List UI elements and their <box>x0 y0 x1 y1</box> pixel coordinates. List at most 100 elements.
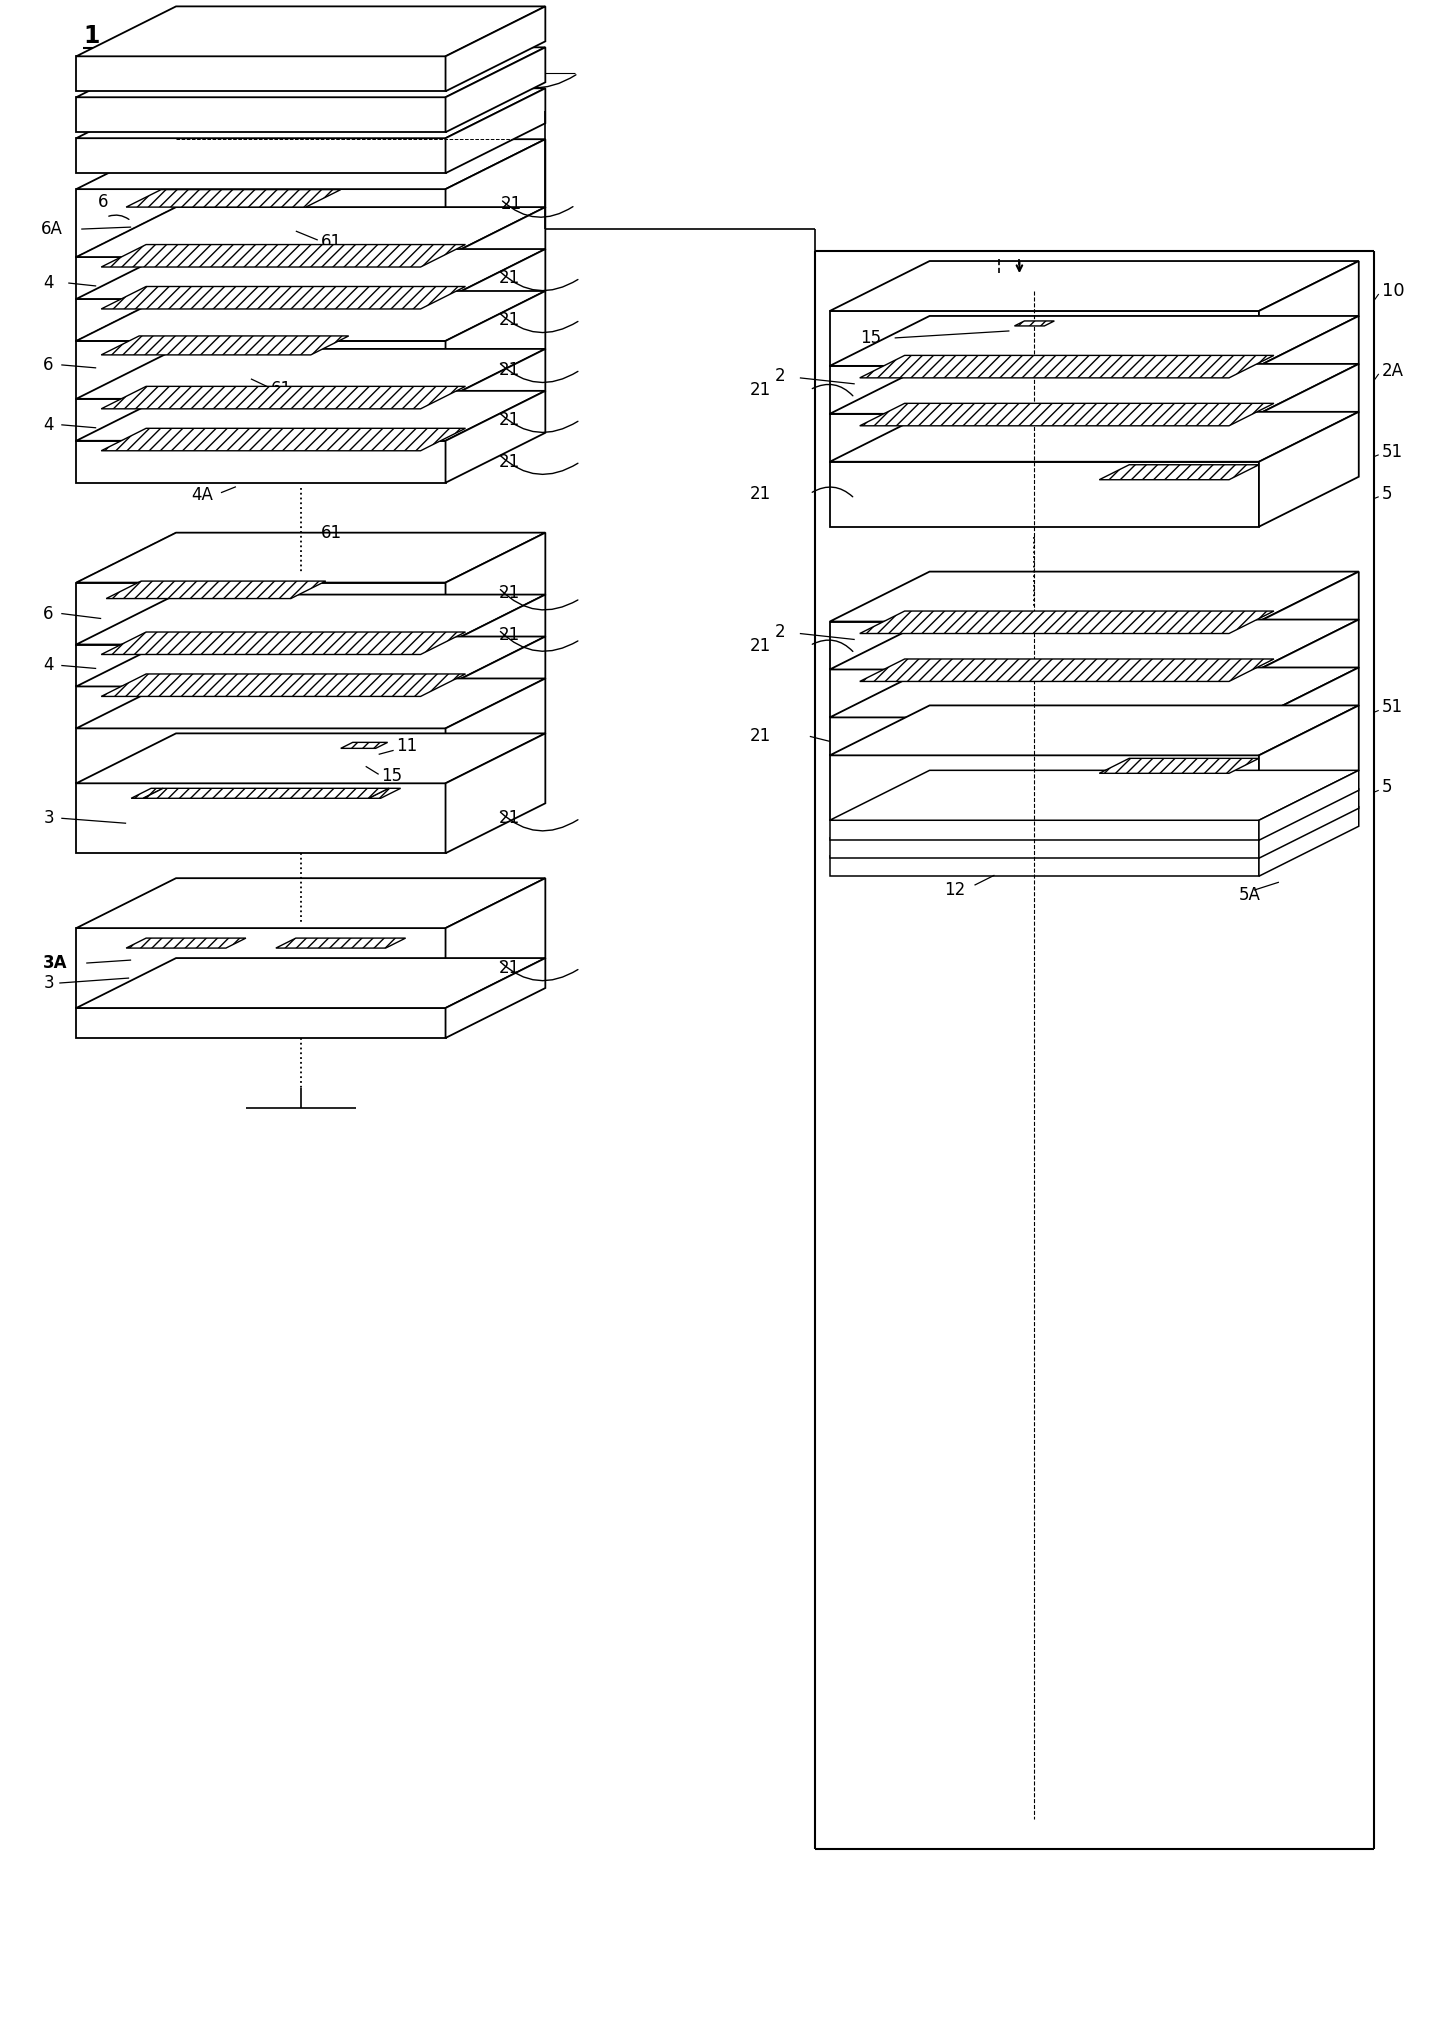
Polygon shape <box>830 414 1259 462</box>
Polygon shape <box>830 363 1358 414</box>
Text: 21: 21 <box>750 726 771 745</box>
Polygon shape <box>276 938 406 948</box>
Polygon shape <box>446 248 545 341</box>
Text: 61: 61 <box>271 379 292 398</box>
Polygon shape <box>830 311 1259 365</box>
Text: 21: 21 <box>498 959 519 977</box>
Text: 2: 2 <box>774 622 786 640</box>
Text: 61: 61 <box>321 232 342 250</box>
Polygon shape <box>76 97 446 133</box>
Polygon shape <box>76 299 446 341</box>
Polygon shape <box>830 365 1259 414</box>
Polygon shape <box>446 959 545 1037</box>
Text: 21: 21 <box>498 626 519 644</box>
Polygon shape <box>446 139 545 256</box>
Polygon shape <box>446 291 545 400</box>
Polygon shape <box>830 670 1259 718</box>
Polygon shape <box>830 668 1358 718</box>
Text: 5A: 5A <box>1239 886 1261 904</box>
Text: 21: 21 <box>498 452 519 470</box>
Text: 21: 21 <box>750 381 771 400</box>
Polygon shape <box>76 783 446 854</box>
Polygon shape <box>142 789 389 799</box>
Polygon shape <box>446 391 545 482</box>
Polygon shape <box>830 620 1358 670</box>
Polygon shape <box>446 878 545 1009</box>
Polygon shape <box>101 385 465 410</box>
Polygon shape <box>76 391 545 440</box>
Text: 2A: 2A <box>1381 361 1403 379</box>
Text: 51: 51 <box>1381 442 1403 460</box>
Polygon shape <box>859 611 1274 634</box>
Polygon shape <box>446 678 545 783</box>
Polygon shape <box>446 733 545 854</box>
Polygon shape <box>76 400 446 440</box>
Polygon shape <box>830 260 1358 311</box>
Polygon shape <box>446 636 545 728</box>
Polygon shape <box>101 428 465 450</box>
Polygon shape <box>1259 317 1358 414</box>
Polygon shape <box>76 139 545 190</box>
Text: 1: 1 <box>83 24 99 48</box>
Text: 21: 21 <box>750 484 771 502</box>
Polygon shape <box>76 928 446 1009</box>
Polygon shape <box>76 959 545 1009</box>
Polygon shape <box>76 349 545 400</box>
Polygon shape <box>76 89 545 137</box>
Polygon shape <box>830 807 1358 856</box>
Text: 15: 15 <box>381 767 401 785</box>
Polygon shape <box>446 349 545 440</box>
Polygon shape <box>446 533 545 644</box>
Text: 6A: 6A <box>42 220 63 238</box>
Text: 4: 4 <box>43 416 53 434</box>
Text: 21: 21 <box>498 583 519 601</box>
Polygon shape <box>830 412 1358 462</box>
Text: 21: 21 <box>498 412 519 428</box>
Polygon shape <box>1099 759 1259 773</box>
Polygon shape <box>1099 464 1259 480</box>
Polygon shape <box>76 57 446 91</box>
Text: 10: 10 <box>1381 283 1404 301</box>
Polygon shape <box>1259 260 1358 365</box>
Polygon shape <box>830 462 1259 527</box>
Polygon shape <box>1259 668 1358 755</box>
Polygon shape <box>1259 571 1358 670</box>
Polygon shape <box>830 755 1259 819</box>
Polygon shape <box>341 743 387 749</box>
Polygon shape <box>76 341 446 400</box>
Polygon shape <box>859 660 1274 682</box>
Text: 21: 21 <box>498 311 519 329</box>
Polygon shape <box>830 622 1259 670</box>
Polygon shape <box>446 89 545 174</box>
Polygon shape <box>76 728 446 783</box>
Polygon shape <box>859 355 1274 377</box>
Polygon shape <box>446 6 545 91</box>
Polygon shape <box>830 789 1358 837</box>
Polygon shape <box>1259 771 1358 839</box>
Text: 4A: 4A <box>191 486 213 504</box>
Polygon shape <box>1259 706 1358 819</box>
Text: 3: 3 <box>43 975 53 993</box>
Text: 3A: 3A <box>43 955 68 973</box>
Text: 6: 6 <box>98 194 109 212</box>
Text: 12: 12 <box>944 882 966 900</box>
Polygon shape <box>127 190 341 208</box>
Polygon shape <box>859 404 1274 426</box>
Polygon shape <box>1259 789 1358 858</box>
Text: 21: 21 <box>498 361 519 379</box>
Polygon shape <box>830 819 1259 839</box>
Polygon shape <box>76 46 545 97</box>
Polygon shape <box>101 335 348 355</box>
Polygon shape <box>830 837 1259 858</box>
Polygon shape <box>76 678 545 728</box>
Text: 15: 15 <box>859 329 881 347</box>
Polygon shape <box>101 674 465 696</box>
Polygon shape <box>76 1009 446 1037</box>
Polygon shape <box>76 733 545 783</box>
Text: 6: 6 <box>43 355 53 373</box>
Text: 6: 6 <box>43 605 53 622</box>
Polygon shape <box>76 583 446 644</box>
Polygon shape <box>76 686 446 728</box>
Polygon shape <box>101 287 465 309</box>
Polygon shape <box>830 706 1358 755</box>
